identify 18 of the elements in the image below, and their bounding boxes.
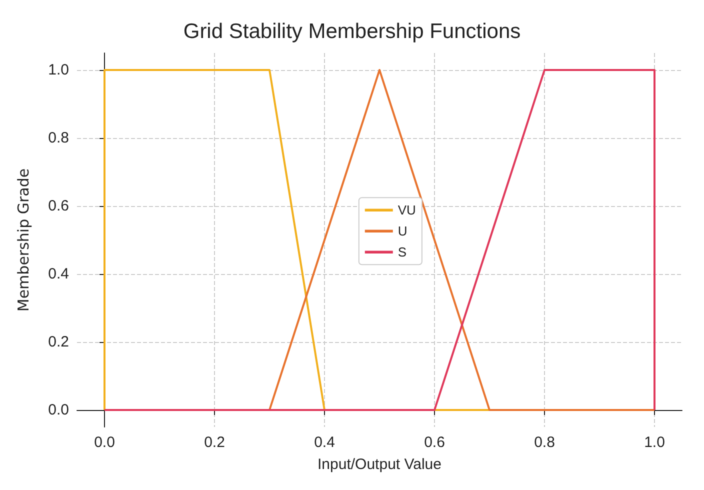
x-tick-label: 0.2 (204, 434, 225, 451)
y-tick-label: 1.0 (48, 62, 69, 78)
x-tick-label: 0.8 (534, 434, 555, 451)
y-axis-title: Membership Grade (14, 168, 32, 312)
y-tick-label: 0.4 (48, 266, 69, 282)
legend-label: U (398, 224, 408, 239)
x-axis-title: Input/Output Value (318, 456, 442, 473)
x-tick-label: 0.6 (424, 434, 445, 451)
legend-label: S (398, 244, 407, 260)
y-tick-label: 0.0 (48, 402, 69, 418)
x-tick-label: 0.0 (94, 434, 115, 451)
legend-label: VU (398, 202, 416, 218)
chart-title: Grid Stability Membership Functions (183, 20, 521, 43)
y-tick-label: 0.2 (48, 334, 69, 350)
y-tick-label: 0.8 (48, 130, 69, 146)
x-tick-label: 0.4 (314, 434, 335, 451)
x-tick-label: 1.0 (644, 434, 665, 451)
y-tick-label: 0.6 (48, 198, 69, 214)
